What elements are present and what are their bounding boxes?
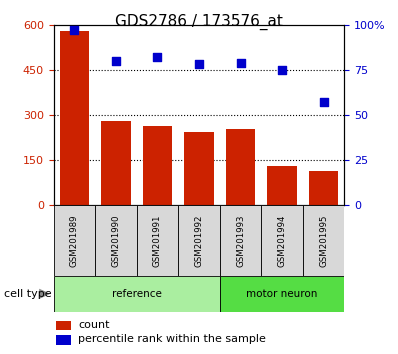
Point [113,58,119,64]
Point [320,99,327,105]
Bar [54,205,95,276]
Bar [184,132,213,205]
Point [71,27,78,33]
Text: GSM201994: GSM201994 [277,215,287,267]
Bar [267,166,297,205]
Bar [56,321,71,331]
Bar [220,205,261,276]
Bar [137,205,178,276]
Text: motor neuron: motor neuron [246,289,318,299]
Bar [101,121,131,205]
Text: GSM201995: GSM201995 [319,215,328,267]
Point [237,60,244,65]
Text: GSM201993: GSM201993 [236,215,245,267]
Bar [261,205,303,276]
Bar [54,276,220,312]
Bar [143,126,172,205]
Text: percentile rank within the sample: percentile rank within the sample [78,334,266,344]
Point [196,62,202,67]
Point [279,67,285,73]
Text: reference: reference [112,289,162,299]
Bar [220,276,344,312]
Bar [178,205,220,276]
Text: GDS2786 / 173576_at: GDS2786 / 173576_at [115,14,283,30]
Bar [309,171,338,205]
Polygon shape [39,289,50,299]
Bar [226,129,255,205]
Bar [95,205,137,276]
Text: GSM201989: GSM201989 [70,215,79,267]
Text: GSM201992: GSM201992 [195,215,203,267]
Bar [56,335,71,345]
Text: GSM201990: GSM201990 [111,215,121,267]
Bar [60,31,89,205]
Text: count: count [78,320,110,330]
Text: cell type: cell type [4,289,52,299]
Bar [303,205,344,276]
Text: GSM201991: GSM201991 [153,215,162,267]
Point [154,55,161,60]
